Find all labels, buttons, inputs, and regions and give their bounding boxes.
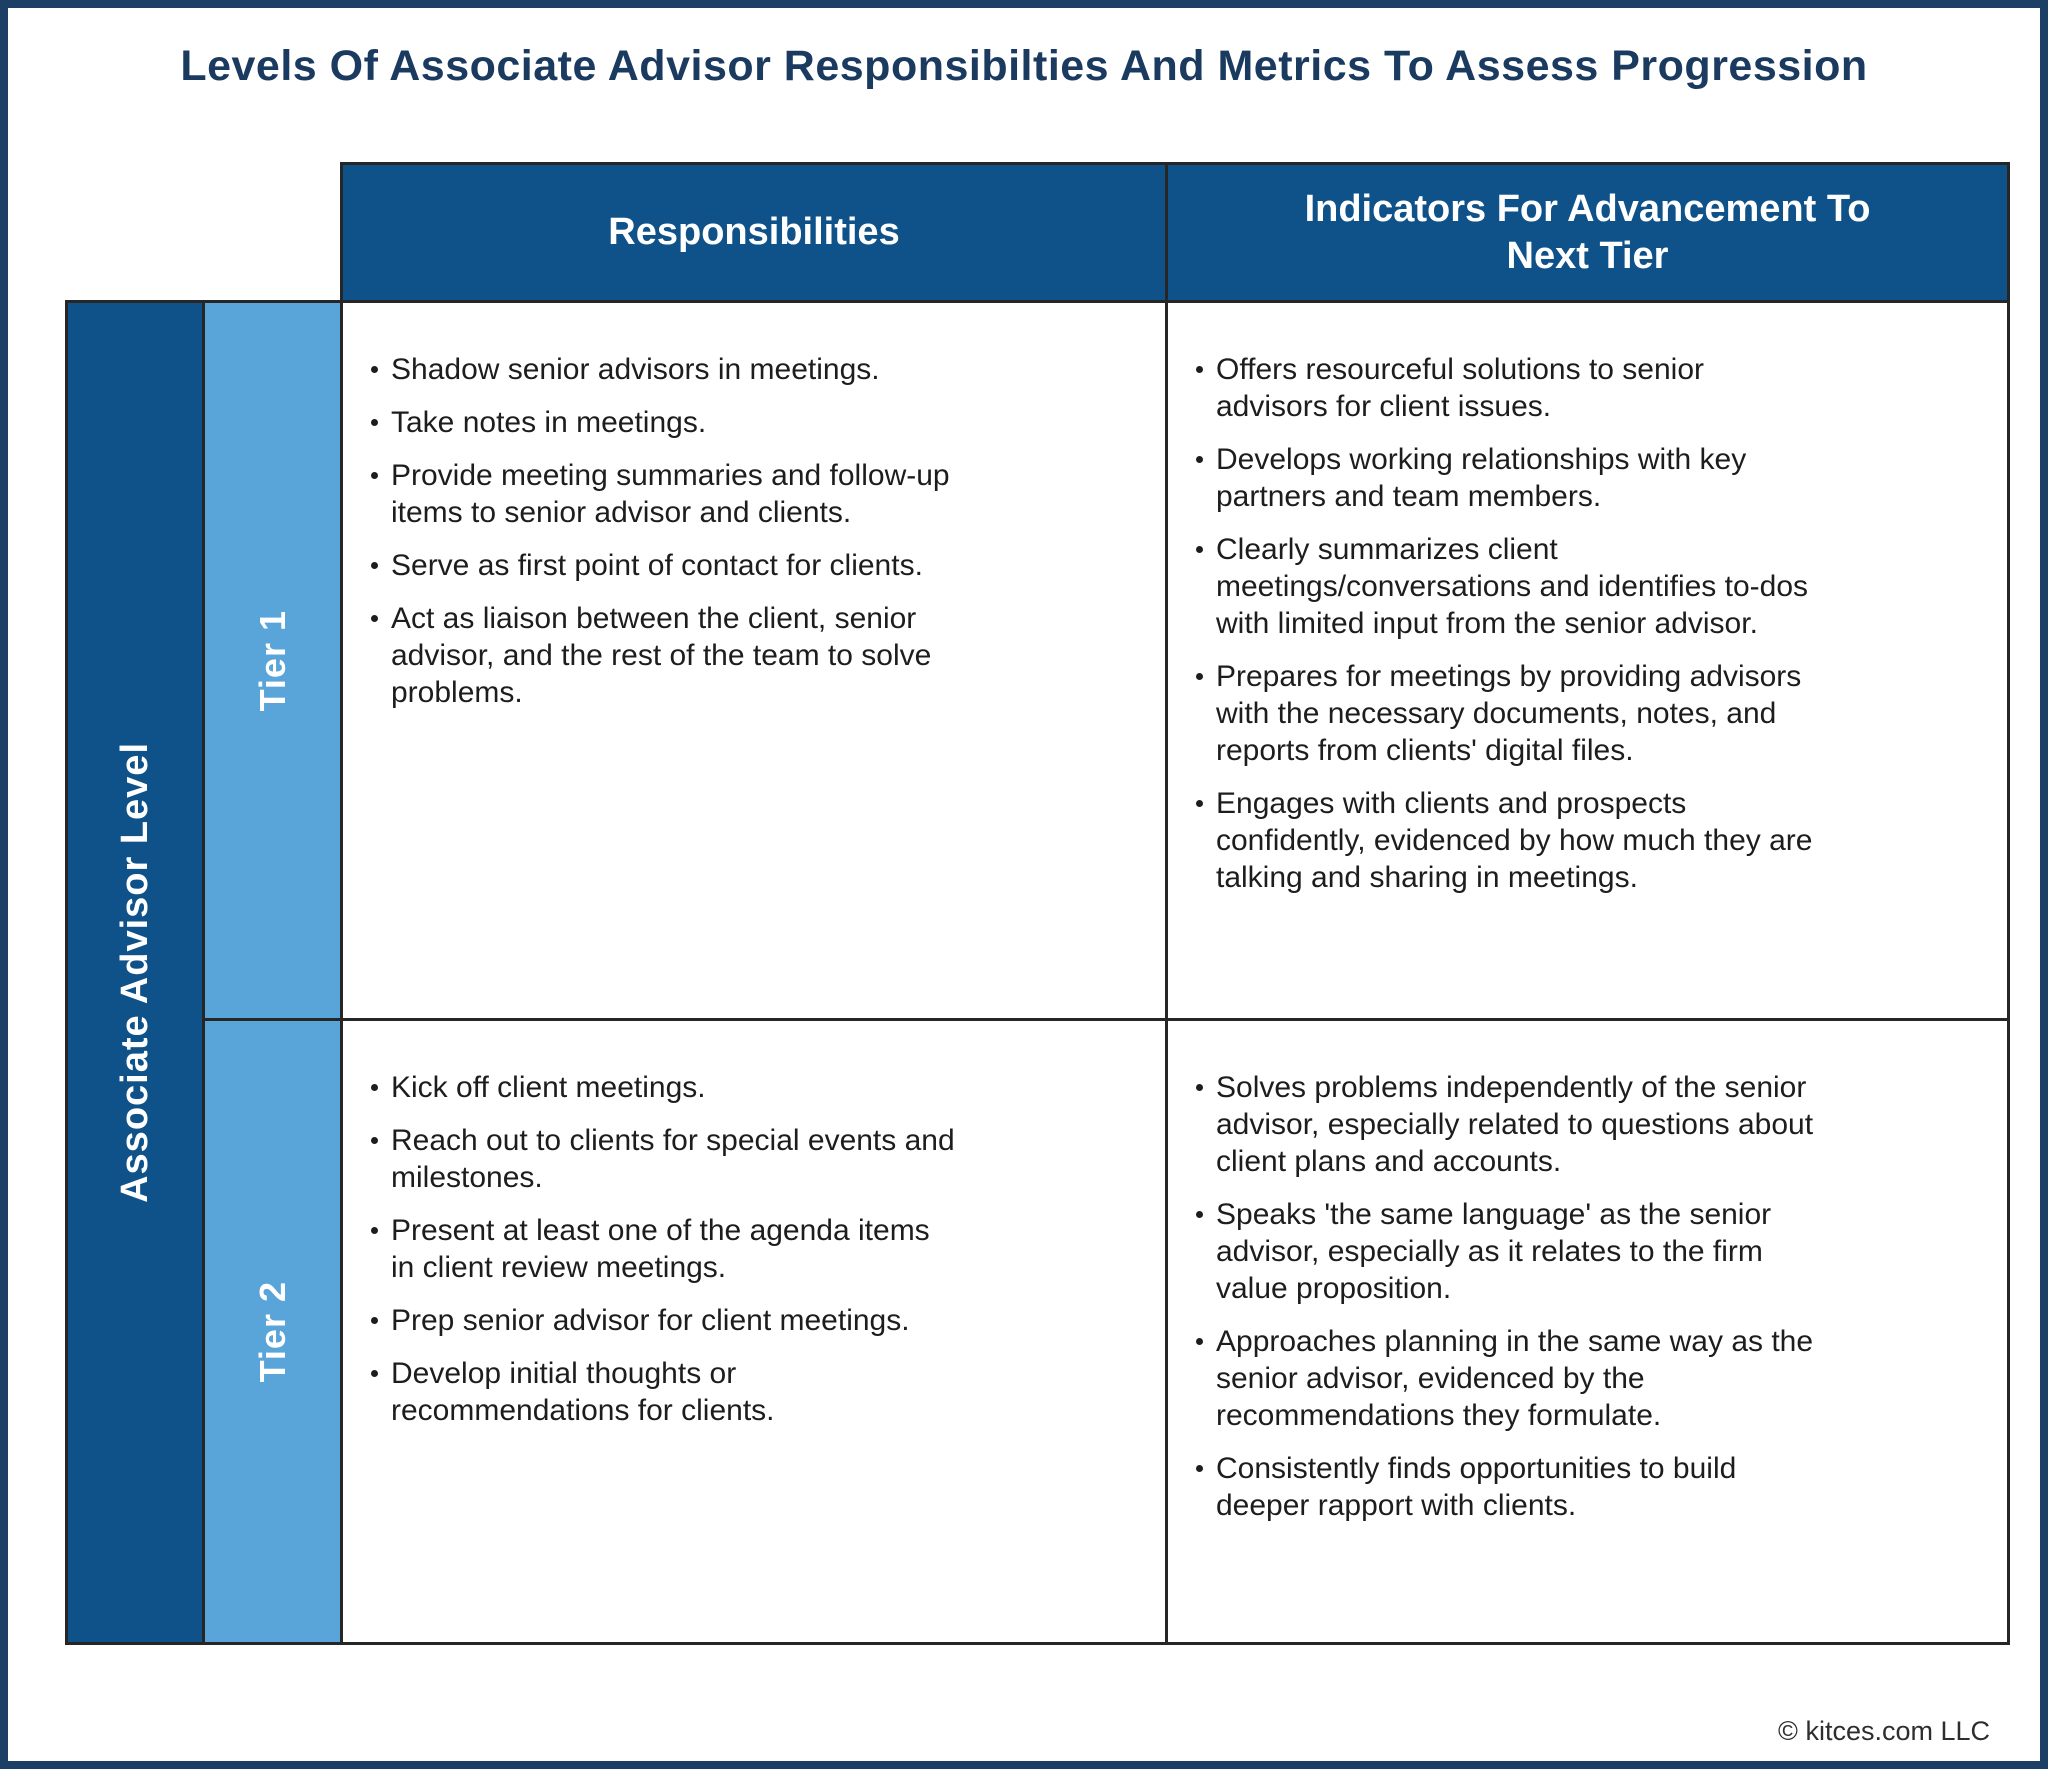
- list-item: Kick off client meetings.: [371, 1069, 1145, 1106]
- tier-1-label: Tier 1: [251, 609, 293, 712]
- list-item-text: Present at least one of the agenda items…: [391, 1214, 930, 1284]
- bullet-column: [1196, 351, 1216, 425]
- list-item-text: Approaches planning in the same way as t…: [1216, 1325, 1814, 1432]
- list-item: Shadow senior advisors in meetings.: [371, 351, 1145, 388]
- bullet-column: [1196, 531, 1216, 642]
- row-axis-label: Associate Advisor Level: [113, 742, 156, 1203]
- tier-2-responsibilities-cell: Kick off client meetings. Reach out to c…: [340, 1018, 1165, 1645]
- bullet-icon: [371, 615, 378, 622]
- list-item: Prepares for meetings by providing advis…: [1196, 658, 1987, 769]
- list-item: Reach out to clients for special events …: [371, 1122, 1145, 1196]
- list-item-text: Develop initial thoughts or recommendati…: [391, 1357, 775, 1427]
- bullet-icon: [1196, 456, 1203, 463]
- bullet-column: [371, 1355, 391, 1429]
- list-item: Develop initial thoughts or recommendati…: [371, 1355, 1145, 1429]
- tier-1-indicators-cell: Offers resourceful solutions to senior a…: [1165, 300, 2010, 1018]
- list-item: Prep senior advisor for client meetings.: [371, 1302, 1145, 1339]
- list-item: Solves problems independently of the sen…: [1196, 1069, 1987, 1180]
- bullet-icon: [1196, 1465, 1203, 1472]
- bullet-icon: [371, 1317, 378, 1324]
- copyright-text: © kitces.com LLC: [1778, 1716, 1990, 1746]
- list-item-text: Take notes in meetings.: [391, 406, 707, 439]
- list-item-text: Clearly summarizes client meetings/conve…: [1216, 533, 1809, 640]
- list-item-text: Engages with clients and prospects confi…: [1216, 787, 1813, 894]
- bullet-icon: [1196, 800, 1203, 807]
- bullet-column: [1196, 1196, 1216, 1307]
- bullet-column: [1196, 441, 1216, 515]
- column-header-responsibilities: Responsibilities: [340, 162, 1165, 300]
- list-item-text: Offers resourceful solutions to senior a…: [1216, 353, 1705, 423]
- bullet-icon: [371, 1370, 378, 1377]
- bullet-icon: [1196, 546, 1203, 553]
- bullet-icon: [371, 1137, 378, 1144]
- advisor-tier-table: Responsibilities Indicators For Advancem…: [65, 162, 2010, 1645]
- column-header-indicators: Indicators For Advancement To Next Tier: [1165, 162, 2010, 300]
- page-title: Levels Of Associate Advisor Responsibilt…: [180, 42, 1868, 90]
- tier-2-label: Tier 2: [251, 1280, 293, 1383]
- bullet-column: [371, 1069, 391, 1106]
- bullet-icon: [1196, 366, 1203, 373]
- list-item: Clearly summarizes client meetings/conve…: [1196, 531, 1987, 642]
- bullet-column: [371, 1302, 391, 1339]
- bullet-column: [1196, 785, 1216, 896]
- bullet-icon: [371, 419, 378, 426]
- list-item-text: Kick off client meetings.: [391, 1071, 706, 1104]
- list-item-text: Shadow senior advisors in meetings.: [391, 353, 880, 386]
- list-item-text: Prep senior advisor for client meetings.: [391, 1304, 910, 1337]
- bullet-icon: [1196, 1084, 1203, 1091]
- list-item: Speaks 'the same language' as the senior…: [1196, 1196, 1987, 1307]
- list-item-text: Provide meeting summaries and follow-up …: [391, 459, 950, 529]
- list-item-text: Develops working relationships with key …: [1216, 443, 1747, 513]
- column-header-responsibilities-label: Responsibilities: [608, 211, 900, 254]
- bullet-column: [371, 457, 391, 531]
- tier-1-responsibilities-cell: Shadow senior advisors in meetings. Take…: [340, 300, 1165, 1018]
- bullet-column: [1196, 1450, 1216, 1524]
- bullet-icon: [371, 472, 378, 479]
- tier-2-indicators-cell: Solves problems independently of the sen…: [1165, 1018, 2010, 1645]
- row-axis-associate-advisor-level: Associate Advisor Level: [65, 300, 202, 1645]
- list-item-text: Act as liaison between the client, senio…: [391, 602, 932, 709]
- list-item: Present at least one of the agenda items…: [371, 1212, 1145, 1286]
- list-item-text: Serve as first point of contact for clie…: [391, 549, 923, 582]
- bullet-column: [1196, 1323, 1216, 1434]
- bullet-column: [1196, 658, 1216, 769]
- list-item: Act as liaison between the client, senio…: [371, 600, 1145, 711]
- bullet-column: [371, 600, 391, 711]
- bullet-icon: [1196, 1338, 1203, 1345]
- list-item: Take notes in meetings.: [371, 404, 1145, 441]
- list-item: Develops working relationships with key …: [1196, 441, 1987, 515]
- list-item: Approaches planning in the same way as t…: [1196, 1323, 1987, 1434]
- tier-1-header-cell: Tier 1: [202, 300, 340, 1018]
- bullet-column: [371, 1212, 391, 1286]
- bullet-column: [1196, 1069, 1216, 1180]
- list-item-text: Speaks 'the same language' as the senior…: [1216, 1198, 1772, 1305]
- list-item: Offers resourceful solutions to senior a…: [1196, 351, 1987, 425]
- bullet-column: [371, 547, 391, 584]
- tier-2-header-cell: Tier 2: [202, 1018, 340, 1645]
- list-item: Provide meeting summaries and follow-up …: [371, 457, 1145, 531]
- list-item: Consistently finds opportunities to buil…: [1196, 1450, 1987, 1524]
- bullet-column: [371, 351, 391, 388]
- bullet-column: [371, 1122, 391, 1196]
- bullet-icon: [371, 1227, 378, 1234]
- list-item-text: Consistently finds opportunities to buil…: [1216, 1452, 1737, 1522]
- bullet-column: [371, 404, 391, 441]
- bullet-icon: [371, 1084, 378, 1091]
- column-header-indicators-label: Indicators For Advancement To Next Tier: [1304, 188, 1871, 277]
- bullet-icon: [371, 562, 378, 569]
- bullet-icon: [1196, 673, 1203, 680]
- list-item-text: Solves problems independently of the sen…: [1216, 1071, 1814, 1178]
- bullet-icon: [1196, 1211, 1203, 1218]
- list-item: Engages with clients and prospects confi…: [1196, 785, 1987, 896]
- bullet-icon: [371, 366, 378, 373]
- list-item-text: Reach out to clients for special events …: [391, 1124, 955, 1194]
- list-item-text: Prepares for meetings by providing advis…: [1216, 660, 1802, 767]
- list-item: Serve as first point of contact for clie…: [371, 547, 1145, 584]
